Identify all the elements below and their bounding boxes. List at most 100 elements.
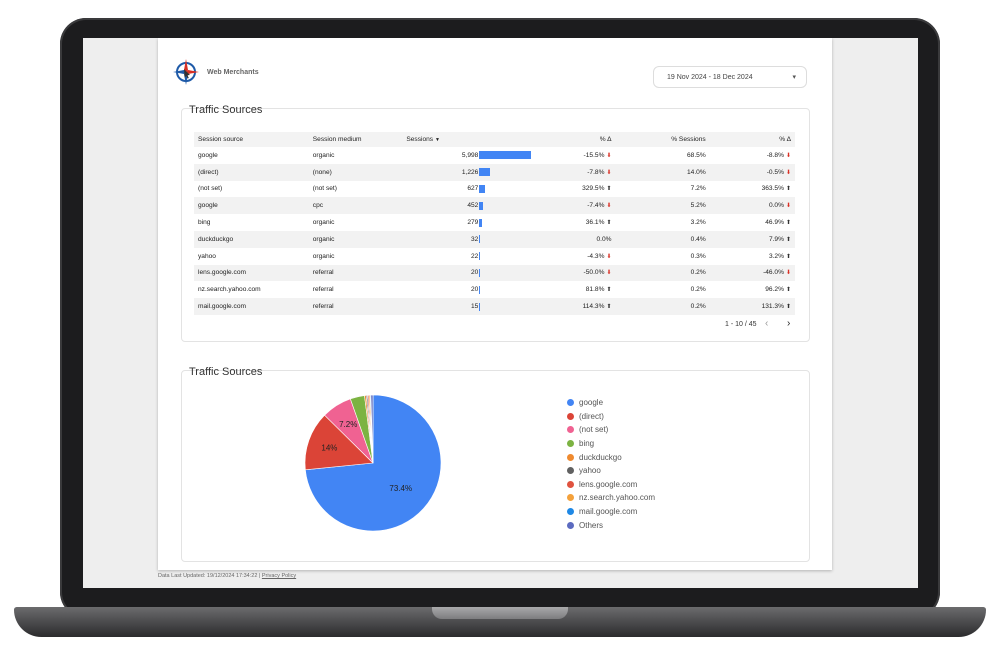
legend-item[interactable]: Others xyxy=(567,518,655,532)
cell-sessions: 22 xyxy=(402,248,538,265)
table-row[interactable]: bing organic 279 36.1% ⬆ 3.2% 46.9% ⬆ xyxy=(194,214,795,231)
cell-medium: referral xyxy=(308,264,403,282)
cell-sessions: 452 xyxy=(402,197,539,215)
legend-label: (direct) xyxy=(579,411,604,421)
pie-legend: google (direct) (not set) bing duckduckgo yah… xyxy=(567,396,655,532)
cell-pct-change: -46.0% ⬇ xyxy=(709,264,795,282)
cell-pct-sessions: 0.2% xyxy=(615,298,710,315)
col-header-source[interactable]: Session source xyxy=(194,132,309,147)
cell-pct-sessions: 7.2% xyxy=(690,185,706,193)
legend-item[interactable]: mail.google.com xyxy=(567,505,655,519)
cell-pct-change: 363.5% ⬆ xyxy=(761,185,791,193)
col-header-pct-sessions[interactable]: % Sessions xyxy=(615,132,710,147)
legend-label: Others xyxy=(579,520,604,530)
legend-item[interactable]: yahoo xyxy=(567,464,655,478)
sessions-value: 22 xyxy=(471,252,479,260)
table-row[interactable]: google organic 5,998 -15.5% ⬇ 68.5% -8.8% ⬇ xyxy=(194,147,795,164)
legend-swatch xyxy=(567,440,574,448)
cell-source: nz.search.yahoo.com xyxy=(198,286,261,294)
legend-swatch xyxy=(567,494,574,502)
col-header-change[interactable]: % Δ xyxy=(538,132,616,147)
cell-source: yahoo xyxy=(198,252,216,260)
table-row[interactable]: lens.google.com referral 20 -50.0% ⬇ 0.2% -46.… xyxy=(194,264,795,282)
legend-item[interactable]: (not set) xyxy=(567,423,655,437)
pie-slice--direct-[interactable] xyxy=(304,414,374,471)
cell-source: lens.google.com xyxy=(194,264,309,282)
table-row[interactable]: nz.search.yahoo.com referral 20 81.8% ⬆ 0.2% 9… xyxy=(194,281,795,298)
footer: Data Last Updated: 19/12/2024 17:34:22 |… xyxy=(158,573,296,579)
legend-label: duckduckgo xyxy=(579,452,622,462)
sessions-bar xyxy=(479,268,481,277)
legend-swatch xyxy=(567,412,574,420)
legend-label: bing xyxy=(579,439,595,449)
legend-swatch xyxy=(567,467,574,475)
pie-slice-others[interactable] xyxy=(370,394,374,464)
privacy-policy-link[interactable]: Privacy Policy xyxy=(261,573,297,579)
cell-source: mail.google.com xyxy=(194,298,309,315)
cell-pct-sessions: 5.2% xyxy=(615,197,710,215)
sessions-bar xyxy=(479,285,481,294)
arrow-up-icon: ⬆ xyxy=(606,287,612,294)
arrow-up-icon: ⬆ xyxy=(606,186,612,193)
col-header-pct-change[interactable]: % Δ xyxy=(709,132,795,147)
cell-source: (not set) xyxy=(198,185,223,193)
cell-pct-sessions: 68.5% xyxy=(686,151,706,159)
table-row[interactable]: yahoo organic 22 -4.3% ⬇ 0.3% 3.2% ⬆ xyxy=(194,248,795,265)
legend-label: google xyxy=(579,398,604,408)
sessions-value: 5,998 xyxy=(461,151,479,159)
legend-item[interactable]: duckduckgo xyxy=(567,450,655,464)
cell-source: google xyxy=(198,151,218,159)
legend-item[interactable]: (direct) xyxy=(567,410,655,424)
laptop-notch xyxy=(432,607,568,619)
table-row[interactable]: (not set) (not set) 627 329.5% ⬆ 7.2% 363.5% ⬆ xyxy=(194,181,795,198)
next-page-button[interactable]: › xyxy=(787,318,791,329)
legend-item[interactable]: nz.search.yahoo.com xyxy=(567,491,655,505)
prev-page-button[interactable]: ‹ xyxy=(765,318,769,329)
pie-data-label: 73.4% xyxy=(389,484,412,493)
arrow-down-icon: ⬇ xyxy=(785,270,791,277)
legend-swatch xyxy=(567,399,574,407)
cell-change: 81.8% ⬆ xyxy=(585,286,612,294)
brand-name: Web Merchants xyxy=(207,69,259,76)
table-row[interactable]: google cpc 452 -7.4% ⬇ 5.2% 0.0% ⬇ xyxy=(194,197,795,215)
arrow-up-icon: ⬆ xyxy=(785,186,791,193)
sessions-value: 32 xyxy=(471,235,479,243)
cell-source: (direct) xyxy=(194,163,309,181)
legend-item[interactable]: bing xyxy=(567,437,655,451)
arrow-up-icon: ⬆ xyxy=(785,253,791,260)
arrow-up-icon: ⬆ xyxy=(785,287,791,294)
sessions-value: 15 xyxy=(471,303,479,311)
legend-swatch xyxy=(567,508,574,516)
cell-change: -7.8% ⬇ xyxy=(538,163,616,181)
cell-source: bing xyxy=(198,219,211,227)
legend-item[interactable]: lens.google.com xyxy=(567,478,655,492)
cell-change: -15.5% ⬇ xyxy=(583,151,612,159)
col-header-sessions[interactable]: Sessions ▼ xyxy=(402,132,539,147)
legend-label: nz.search.yahoo.com xyxy=(579,493,656,503)
sessions-value: 20 xyxy=(471,286,479,294)
col-header-medium[interactable]: Session medium xyxy=(308,132,403,147)
date-range-selector[interactable]: 19 Nov 2024 - 18 Dec 2024 ▾ xyxy=(653,66,807,88)
legend-item[interactable]: google xyxy=(567,396,655,410)
sessions-bar xyxy=(479,168,490,177)
traffic-pie-chart: 73.4% 14% 7.2% xyxy=(304,394,442,532)
cell-pct-change: -0.5% ⬇ xyxy=(709,163,795,181)
cell-change: 36.1% ⬆ xyxy=(585,219,612,227)
legend-label: yahoo xyxy=(579,466,601,476)
cell-source: google xyxy=(194,197,309,215)
cell-change: -50.0% ⬇ xyxy=(538,264,616,282)
table-row[interactable]: mail.google.com referral 15 114.3% ⬆ 0.2% 131.… xyxy=(194,298,795,315)
table-row[interactable]: (direct) (none) 1,226 -7.8% ⬇ 14.0% -0.5% ⬇ xyxy=(194,163,795,181)
table-row[interactable]: duckduckgo organic 32 0.0% 0.4% 7.9% ⬆ xyxy=(194,230,795,248)
card-title: Traffic Sources xyxy=(189,104,263,116)
cell-sessions: 279 xyxy=(402,214,538,231)
pie-data-label: 7.2% xyxy=(339,420,357,429)
sessions-value: 1,226 xyxy=(461,168,479,176)
arrow-up-icon: ⬆ xyxy=(785,236,791,243)
sessions-bar xyxy=(479,218,482,227)
arrow-up-icon: ⬆ xyxy=(785,304,791,311)
sessions-bar xyxy=(479,151,532,160)
cell-change: 0.0% xyxy=(538,230,616,248)
cell-pct-sessions: 0.2% xyxy=(615,264,710,282)
cell-medium: organic xyxy=(308,230,403,248)
